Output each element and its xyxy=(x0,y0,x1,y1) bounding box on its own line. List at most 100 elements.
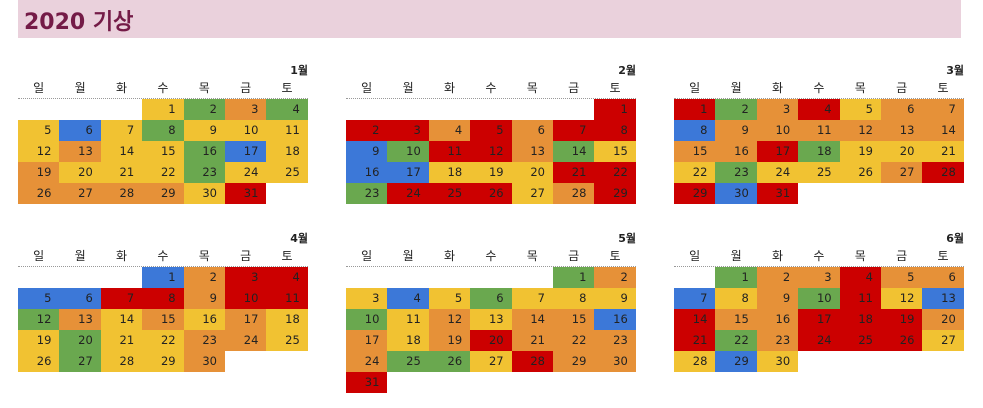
day-cell: 4 xyxy=(798,99,840,120)
month-calendar: 5월 일 월 화 수 목 금 토 1 2 3 4 5 6 7 8 9 10 11 12 13 14 15 16 17 18 19 20… xyxy=(346,230,636,393)
day-cell: 6 xyxy=(470,288,512,309)
day-cell: 15 xyxy=(142,141,184,162)
day-cell: 15 xyxy=(594,141,636,162)
day-cell: 1 xyxy=(142,99,184,120)
day-cell: 28 xyxy=(553,183,595,204)
day-cell: 7 xyxy=(674,288,716,309)
day-cell: 22 xyxy=(594,162,636,183)
weekday-label: 월 xyxy=(74,249,86,263)
weekday-label: 토 xyxy=(281,249,293,263)
day-cell: 4 xyxy=(387,288,429,309)
weekday-label: 월 xyxy=(730,249,742,263)
month-name: 5월 xyxy=(618,232,636,245)
weekday-label: 수 xyxy=(157,249,169,263)
day-cell: 17 xyxy=(225,141,267,162)
day-cell: 1 xyxy=(553,267,595,288)
day-cell: 19 xyxy=(839,141,881,162)
month-name: 6월 xyxy=(946,232,964,245)
day-cell: 27 xyxy=(59,351,101,372)
day-cell: 2 xyxy=(183,99,225,120)
day-cell: 16 xyxy=(756,309,799,330)
day-cell: 20 xyxy=(470,330,512,351)
day-cell: 9 xyxy=(715,120,757,141)
day-cell: 12 xyxy=(470,141,512,162)
month-name: 4월 xyxy=(290,232,308,245)
day-cell: 5 xyxy=(18,288,60,309)
day-cell: 1 xyxy=(674,99,716,120)
day-cell: 6 xyxy=(511,120,553,141)
weekday-label: 일 xyxy=(33,81,45,95)
day-cell: 15 xyxy=(674,141,716,162)
month-calendar: 4월 일 월 화 수 목 금 토 1 2 3 4 5 6 7 8 9 10 11 12 13 14 15 16 17 18 19 20… xyxy=(18,230,308,380)
weekday-label: 화 xyxy=(115,249,127,263)
day-cell: 2 xyxy=(756,267,799,288)
day-cell: 20 xyxy=(922,309,964,330)
day-cell: 2 xyxy=(594,267,636,288)
day-cell: 20 xyxy=(59,330,101,351)
month-calendar: 2월 일 월 화 수 목 금 토 1 2 3 4 5 6 7 8 9 10 11 12 13 14 15 16 17 18 19 20… xyxy=(346,62,636,212)
day-cell: 18 xyxy=(798,141,840,162)
day-cell: 10 xyxy=(346,309,388,330)
day-cell: 24 xyxy=(225,330,267,351)
day-cell: 19 xyxy=(18,162,60,183)
day-cell: 14 xyxy=(922,120,964,141)
weekday-label: 일 xyxy=(689,81,701,95)
day-cell: 14 xyxy=(674,309,716,330)
day-cell: 18 xyxy=(266,309,308,330)
weekday-label: 금 xyxy=(240,81,252,95)
day-cell: 9 xyxy=(183,288,225,309)
day-cell: 31 xyxy=(346,372,388,393)
day-cell: 8 xyxy=(142,120,184,141)
day-cell: 4 xyxy=(428,120,471,141)
day-cell: 5 xyxy=(18,120,60,141)
day-cell: 17 xyxy=(346,330,388,351)
day-cell: 21 xyxy=(674,330,716,351)
day-cell: 18 xyxy=(387,330,429,351)
day-cell: 8 xyxy=(715,288,757,309)
day-cell: 4 xyxy=(266,99,308,120)
day-cell: 28 xyxy=(100,183,143,204)
weekday-label: 목 xyxy=(198,249,210,263)
day-cell: 16 xyxy=(183,309,225,330)
day-cell: 19 xyxy=(18,330,60,351)
day-cell: 3 xyxy=(798,267,840,288)
day-cell: 1 xyxy=(715,267,757,288)
day-cell: 25 xyxy=(839,330,881,351)
day-cell: 23 xyxy=(594,330,636,351)
day-cell: 13 xyxy=(470,309,512,330)
day-cell: 25 xyxy=(387,351,429,372)
day-cell: 4 xyxy=(839,267,881,288)
day-cell: 13 xyxy=(922,288,964,309)
day-cell: 8 xyxy=(594,120,636,141)
day-cell: 30 xyxy=(183,351,225,372)
day-cell: 14 xyxy=(100,141,143,162)
day-cell: 27 xyxy=(59,183,101,204)
day-cell: 25 xyxy=(266,162,308,183)
weekday-label: 토 xyxy=(937,81,949,95)
day-cell: 14 xyxy=(511,309,553,330)
day-cell: 24 xyxy=(346,351,388,372)
day-cell: 10 xyxy=(798,288,840,309)
weekday-label: 화 xyxy=(443,249,455,263)
day-cell: 5 xyxy=(470,120,512,141)
day-cell: 23 xyxy=(183,162,225,183)
month-name: 1월 xyxy=(290,64,308,77)
weekday-label: 수 xyxy=(485,249,497,263)
day-cell: 19 xyxy=(428,330,471,351)
day-cell: 29 xyxy=(674,183,716,204)
day-cell: 23 xyxy=(756,330,799,351)
day-cell: 7 xyxy=(100,120,143,141)
day-cell: 26 xyxy=(18,183,60,204)
day-cell: 7 xyxy=(553,120,595,141)
day-cell: 15 xyxy=(553,309,595,330)
weekday-label: 토 xyxy=(937,249,949,263)
day-cell: 30 xyxy=(594,351,636,372)
weekday-label: 토 xyxy=(609,249,621,263)
page-header: 2020 기상 xyxy=(18,0,961,38)
day-cell: 1 xyxy=(142,267,184,288)
day-cell: 12 xyxy=(18,309,60,330)
weekday-label: 일 xyxy=(361,81,373,95)
day-cell: 6 xyxy=(881,99,923,120)
day-cell: 1 xyxy=(594,99,636,120)
